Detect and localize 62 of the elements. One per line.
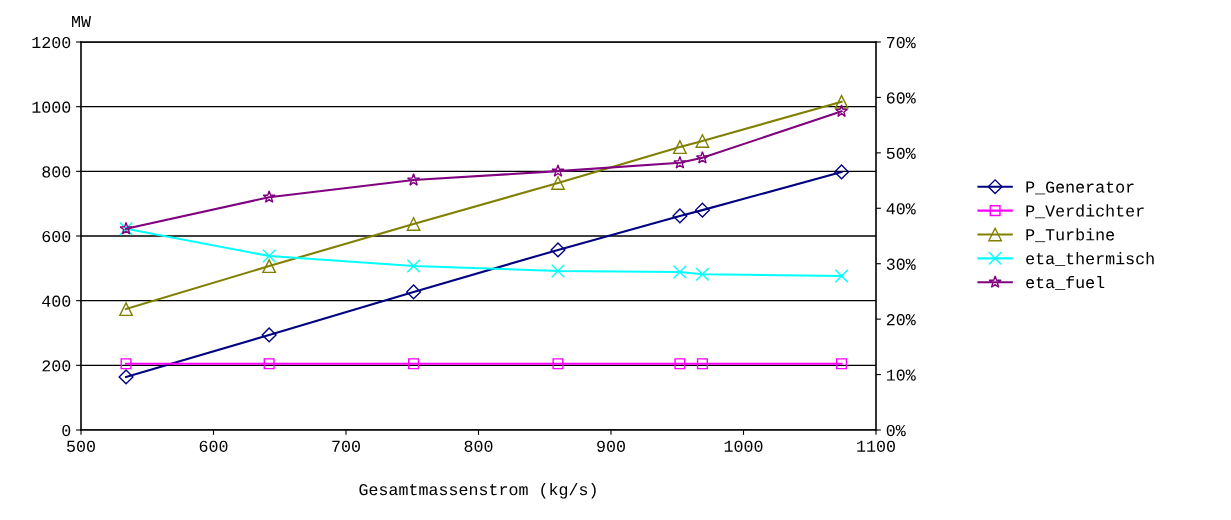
point xyxy=(551,263,565,278)
point xyxy=(406,284,422,300)
y-tick-label: 400 xyxy=(42,295,71,307)
y2-tick-label: 70% xyxy=(887,36,916,49)
x-tick-label: 600 xyxy=(199,440,228,452)
x-tick-label: 900 xyxy=(597,440,625,452)
point xyxy=(551,176,565,190)
point xyxy=(408,358,420,370)
point xyxy=(694,202,710,218)
point xyxy=(551,164,565,177)
legend-label: P_Turbine xyxy=(1026,228,1115,243)
point xyxy=(833,164,850,180)
legend-label: P_Generator xyxy=(1026,181,1134,195)
point xyxy=(262,190,276,203)
y2-tick-label: 20% xyxy=(886,314,916,326)
y-tick-label: 1000 xyxy=(32,101,71,113)
point xyxy=(262,259,277,274)
legend-label: P_Verdichter xyxy=(1026,204,1144,219)
legend-label: eta_thermisch xyxy=(1026,252,1154,266)
point xyxy=(695,267,710,282)
point xyxy=(406,258,421,273)
point xyxy=(695,133,710,148)
point xyxy=(672,265,687,279)
point xyxy=(263,358,275,370)
x-tick-label: 700 xyxy=(332,440,360,452)
y-axis-title: MW xyxy=(72,15,91,27)
x-tick-label: 1000 xyxy=(724,440,763,452)
point xyxy=(674,358,686,370)
point xyxy=(550,242,566,258)
point xyxy=(261,327,277,343)
point xyxy=(552,358,564,370)
y2-tick-label: 50% xyxy=(886,147,916,160)
y2-tick-label: 60% xyxy=(886,92,916,104)
point xyxy=(120,358,132,370)
y2-tick-label: 30% xyxy=(886,258,916,270)
point xyxy=(673,155,687,169)
y-tick-label: 800 xyxy=(42,166,71,178)
x-tick-label: 1100 xyxy=(857,440,895,452)
x-axis-title: Gesamtmassenstrom (kg/s) xyxy=(359,483,596,499)
legend-label: eta_fuel xyxy=(1026,275,1105,290)
point xyxy=(834,104,849,118)
y-tick-label: 600 xyxy=(42,230,71,243)
point xyxy=(118,369,134,385)
point xyxy=(834,94,849,109)
point xyxy=(406,173,421,186)
point xyxy=(696,358,708,370)
y2-tick-label: 40% xyxy=(886,203,916,215)
y2-tick-label: 10% xyxy=(886,369,916,381)
point xyxy=(672,140,687,155)
y2-tick-label: 0% xyxy=(886,424,906,437)
point xyxy=(262,249,277,263)
point xyxy=(119,302,133,317)
y-tick-label: 0 xyxy=(62,424,71,437)
y-tick-label: 1200 xyxy=(32,36,71,49)
x-tick-label: 800 xyxy=(464,440,493,452)
point xyxy=(834,268,849,283)
point xyxy=(406,217,421,231)
y-tick-label: 200 xyxy=(42,360,71,372)
point xyxy=(672,208,688,224)
point xyxy=(695,150,710,164)
x-tick-label: 500 xyxy=(67,440,95,452)
point xyxy=(835,358,848,370)
